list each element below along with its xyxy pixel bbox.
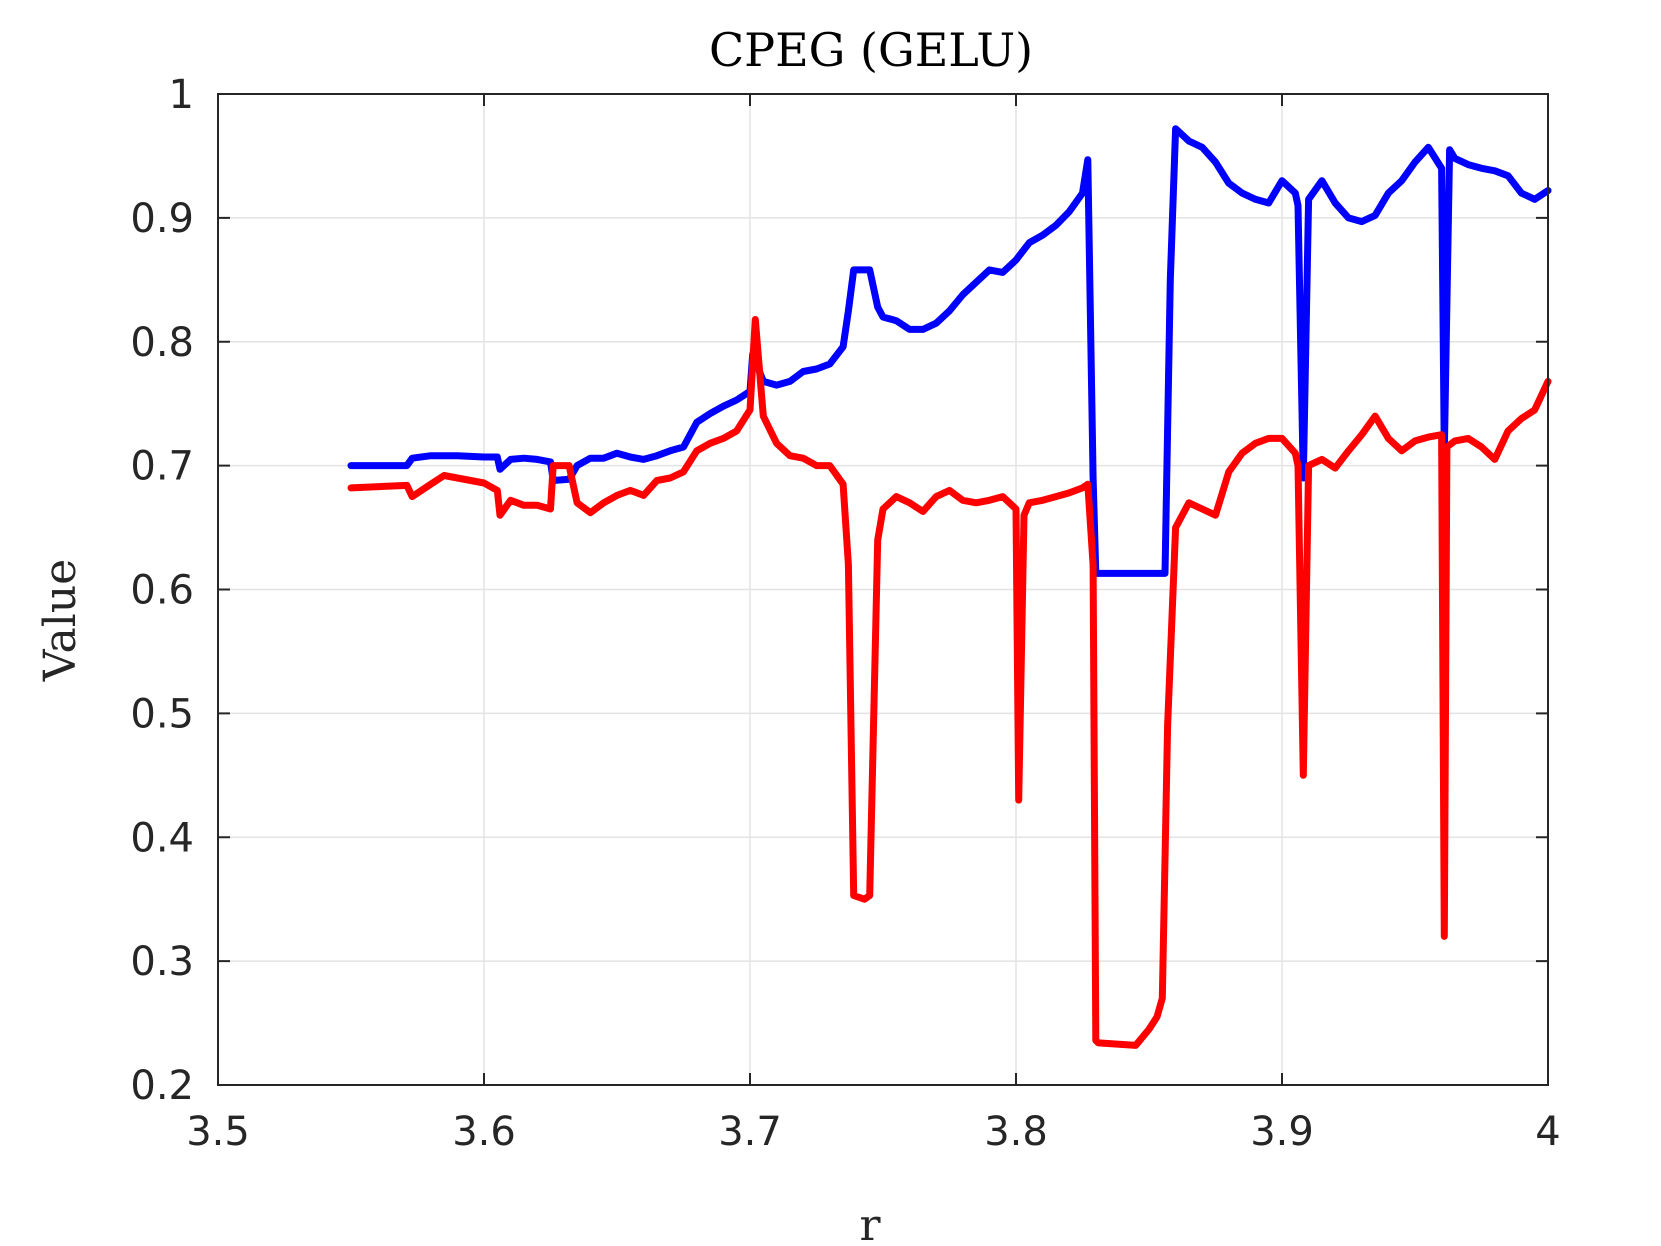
y-tick-label: 0.6	[130, 568, 194, 614]
x-axis-label: r	[859, 1200, 881, 1246]
y-tick-label: 1	[169, 72, 194, 118]
y-tick-label: 0.4	[130, 815, 194, 861]
tick-marks	[217, 93, 1549, 1086]
x-tick-label: 3.6	[452, 1109, 516, 1155]
y-tick-label: 0.9	[130, 196, 194, 242]
y-axis-label: Value	[35, 559, 86, 682]
x-tick-label: 4	[1535, 1109, 1560, 1155]
y-tick-label: 0.7	[130, 444, 194, 490]
y-tick-label: 0.8	[130, 320, 194, 366]
y-tick-label: 0.2	[130, 1063, 194, 1109]
series-line-2	[347, 316, 1552, 1049]
series-line-1	[347, 125, 1552, 577]
tick-labels: 3.5 3.6 3.7 3.8 3.9 4 0.2 0.3 0.4 0.5 0.6 0.7 0.8 0.9…	[130, 72, 1560, 1155]
x-tick-label: 3.5	[186, 1109, 250, 1155]
y-tick-label: 0.5	[130, 691, 194, 737]
x-tick-label: 3.8	[984, 1109, 1048, 1155]
y-tick-label: 0.3	[130, 939, 194, 985]
x-tick-label: 3.7	[718, 1109, 782, 1155]
x-tick-label: 3.9	[1250, 1109, 1314, 1155]
chart-title: CPEG (GELU)	[709, 23, 1033, 77]
series-group	[347, 125, 1552, 1049]
